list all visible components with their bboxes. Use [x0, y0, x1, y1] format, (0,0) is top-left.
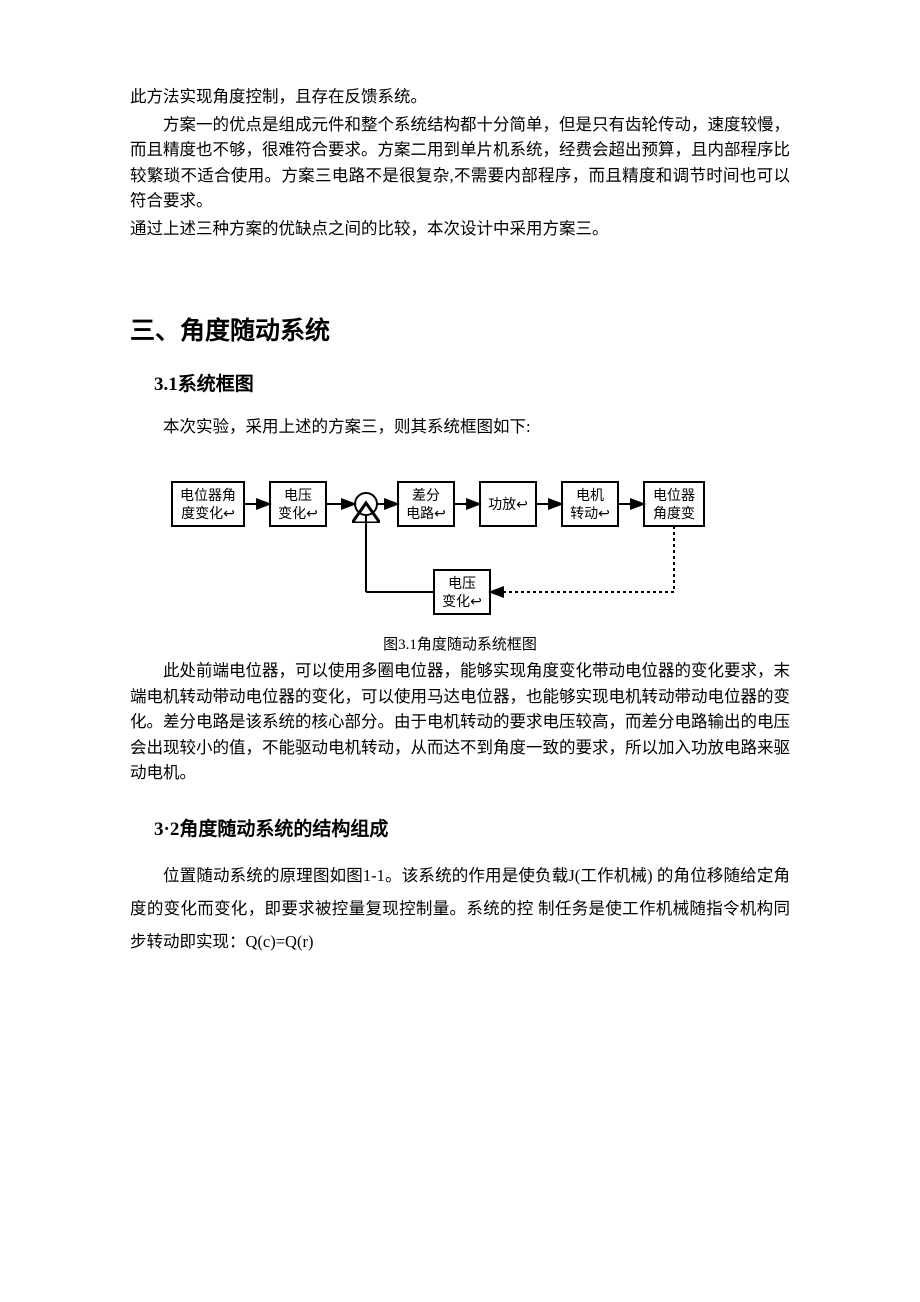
svg-text:角度变: 角度变	[653, 506, 695, 522]
section3-1-p1: 本次实验，采用上述的方案三，则其系统框图如下:	[130, 414, 790, 440]
section3-2-title: 3·2角度随动系统的结构组成	[154, 814, 790, 841]
section3-2-p1: 位置随动系统的原理图如图1-1。该系统的作用是使负载J(工作机械) 的角位移随给…	[130, 859, 790, 958]
document-page: 此方法实现角度控制，且存在反馈系统。 方案一的优点是组成元件和整个系统结构都十分…	[0, 0, 920, 958]
block-diagram-svg: 电位器角度变化↩电压变化↩差分电路↩功放↩电机转动↩电位器角度变电压变化↩	[160, 470, 720, 620]
svg-text:变化↩: 变化↩	[278, 506, 318, 522]
svg-text:转动↩: 转动↩	[570, 506, 610, 522]
svg-text:度变化↩: 度变化↩	[181, 506, 235, 522]
svg-text:电路↩: 电路↩	[406, 506, 446, 522]
svg-text:变化↩: 变化↩	[442, 594, 482, 610]
svg-text:电位器角: 电位器角	[180, 488, 236, 504]
svg-text:电位器: 电位器	[653, 488, 695, 504]
section3-title: 三、角度随动系统	[130, 311, 790, 347]
section3-1-p2: 此处前端电位器，可以使用多圈电位器，能够实现角度变化带动电位器的变化要求，末端电…	[130, 658, 790, 786]
svg-text:电机: 电机	[576, 488, 604, 504]
section3-1-title: 3.1系统框图	[154, 369, 790, 396]
intro-p3: 通过上述三种方案的优缺点之间的比较，本次设计中采用方案三。	[130, 216, 790, 242]
svg-text:电压: 电压	[448, 576, 476, 592]
block-diagram: 电位器角度变化↩电压变化↩差分电路↩功放↩电机转动↩电位器角度变电压变化↩	[160, 470, 790, 625]
svg-text:功放↩: 功放↩	[488, 497, 528, 513]
intro-p1: 此方法实现角度控制，且存在反馈系统。	[130, 84, 790, 110]
svg-text:电压: 电压	[284, 488, 312, 504]
figure-caption: 图3.1角度随动系统框图	[130, 633, 790, 654]
svg-text:差分: 差分	[412, 488, 440, 504]
intro-p2: 方案一的优点是组成元件和整个系统结构都十分简单，但是只有齿轮传动，速度较慢，而且…	[130, 112, 790, 214]
